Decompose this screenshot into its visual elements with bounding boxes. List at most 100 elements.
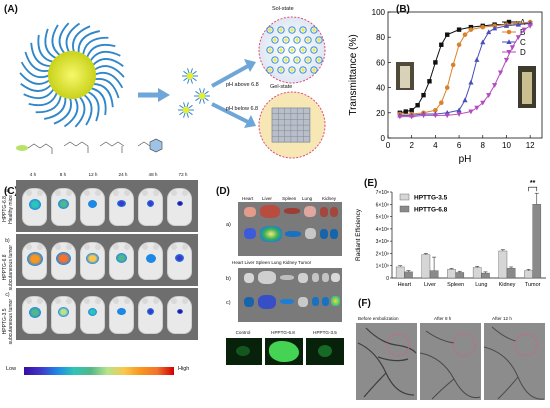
time-label: 24 h [118, 172, 128, 177]
organ-photo-a [238, 202, 342, 256]
scale-high-label: High [178, 366, 190, 372]
category-label: Kidney [499, 282, 516, 288]
y-tick-label: 100 [372, 8, 386, 17]
organ-photo-bc [238, 268, 342, 322]
data-point [503, 23, 510, 28]
bar-HPTTG-3.5 [395, 266, 405, 279]
data-point [468, 109, 474, 115]
d-row-a-label: a) [226, 222, 231, 228]
ph-above-label: pH above 6.8 [226, 82, 259, 88]
mouse-image [51, 242, 76, 280]
legend-label: B [520, 28, 525, 37]
mouse-image [22, 242, 47, 280]
intensity-colorbar [24, 367, 174, 375]
data-point [433, 107, 438, 113]
legend-label: HPTTG-3.5 [414, 195, 448, 202]
micelle-schematic [16, 16, 326, 159]
angio-12h-image [484, 323, 545, 400]
data-point [506, 39, 512, 44]
data-point [439, 42, 444, 47]
data-point [421, 92, 426, 98]
data-point [450, 62, 456, 68]
fluor-control-image [226, 338, 262, 365]
y-tick-label: 7×10⁸ [376, 190, 389, 196]
panel-b-label: (B) [396, 4, 410, 15]
time-label: 8 h [59, 172, 67, 177]
data-point [486, 29, 492, 35]
panel-a-label: (A) [4, 4, 18, 15]
row-c-text: c) HPPTG-3.5 subcutaneous tumor [1, 292, 14, 345]
panel-c: (C) 4 h 8 h 12 h 24 h 48 h 72 h [0, 168, 205, 408]
data-point [444, 85, 450, 90]
bar-HPTTG-6.8 [455, 272, 465, 279]
data-point [480, 24, 486, 30]
mouse-image [138, 188, 163, 226]
mouse-image [109, 242, 134, 280]
data-point [427, 79, 432, 84]
y-tick-label: 5×10⁸ [376, 215, 389, 221]
data-point [474, 57, 480, 62]
category-label: Spleen [447, 282, 464, 288]
organ-label: Heart [242, 196, 254, 201]
time-label: 72 h [178, 172, 188, 177]
x-tick-label: 10 [502, 141, 511, 150]
fluor-35-image [306, 338, 344, 365]
data-point [492, 25, 498, 31]
significance-label: ** [530, 180, 536, 187]
bar-HPTTG-6.8 [532, 204, 542, 279]
bar-HPTTG-6.8 [506, 267, 516, 279]
data-point [420, 113, 427, 119]
legend-swatch [399, 205, 410, 213]
after-8h-title: After 8 h [434, 316, 452, 321]
x-tick-label: 8 [481, 141, 486, 150]
fluor-label-control: Control [235, 330, 251, 335]
category-label: Lung [475, 282, 487, 288]
y-tick-label: 6×10⁸ [376, 202, 389, 208]
category-label: Heart [398, 282, 412, 288]
data-point [432, 113, 438, 119]
large-micelle [19, 22, 125, 128]
mouse-image [51, 296, 76, 334]
organ-label: Liver [262, 196, 272, 201]
bar-HPTTG-3.5 [447, 269, 456, 279]
bar-HPTTG-6.8 [429, 270, 439, 279]
data-point [506, 19, 512, 25]
panel-b: (B) 0 2 4 6 8 10 12 0 20 40 60 80 100 pH Transmittance… [342, 0, 550, 168]
organ-label: Lung [302, 196, 313, 201]
data-point [527, 23, 533, 29]
time-label: 4 h [29, 172, 37, 177]
bar-HPTTG-3.5 [524, 270, 533, 279]
organs-with-tumor-label: Heart Liver Spleen Lung Kidney Tumor [232, 260, 312, 265]
mouse-image [80, 296, 105, 334]
data-point [409, 114, 415, 120]
bar-HPTTG-3.5 [498, 250, 508, 279]
panel-e-label: (E) [364, 178, 378, 189]
y-tick-label: 1×10⁸ [376, 264, 389, 270]
y-tick-label: 80 [376, 33, 385, 42]
data-point [474, 105, 480, 111]
y-axis-title: Radiant Efficiency [355, 208, 362, 261]
d-row-c-label: c) [226, 300, 231, 306]
x-tick-label: 4 [433, 141, 438, 150]
mouse-image [51, 188, 76, 226]
significance-bracket [528, 186, 538, 192]
data-point [462, 97, 468, 103]
row-a-text: a) HPPTG-6.8 Healthy mice [1, 188, 14, 224]
bar-HPTTG-3.5 [472, 267, 482, 279]
d-row-b-label: b) [226, 276, 231, 282]
before-embolization-title: Before embolization [358, 316, 399, 321]
data-point [509, 45, 515, 51]
category-label: Liver [424, 282, 436, 288]
fluor-68-image [265, 338, 303, 365]
panel-c-label: (C) [4, 186, 18, 197]
sol-state-label: Sol-state [272, 6, 294, 12]
y-tick-label: 0 [386, 276, 389, 282]
panel-a: (A) Sol-state pH abo [0, 0, 340, 165]
panel-d: (D) Heart Liver Spleen Lung Kidney a) Heart … [208, 168, 348, 408]
transmittance-chart: 0 2 4 6 8 10 12 0 20 40 60 80 100 pH Transmittance (%)… [348, 8, 543, 165]
data-point [462, 32, 468, 37]
fluor-label-68: HPPTG-6.8 [271, 330, 295, 335]
radiant-efficiency-chart: 0 1×10⁸ 2×10⁸ 3×10⁸ 4×10⁸ 5×10⁸ 6×10⁸ 7×10⁸ Radi… [355, 180, 546, 288]
x-tick-label: 0 [386, 141, 391, 150]
data-point [433, 60, 438, 65]
